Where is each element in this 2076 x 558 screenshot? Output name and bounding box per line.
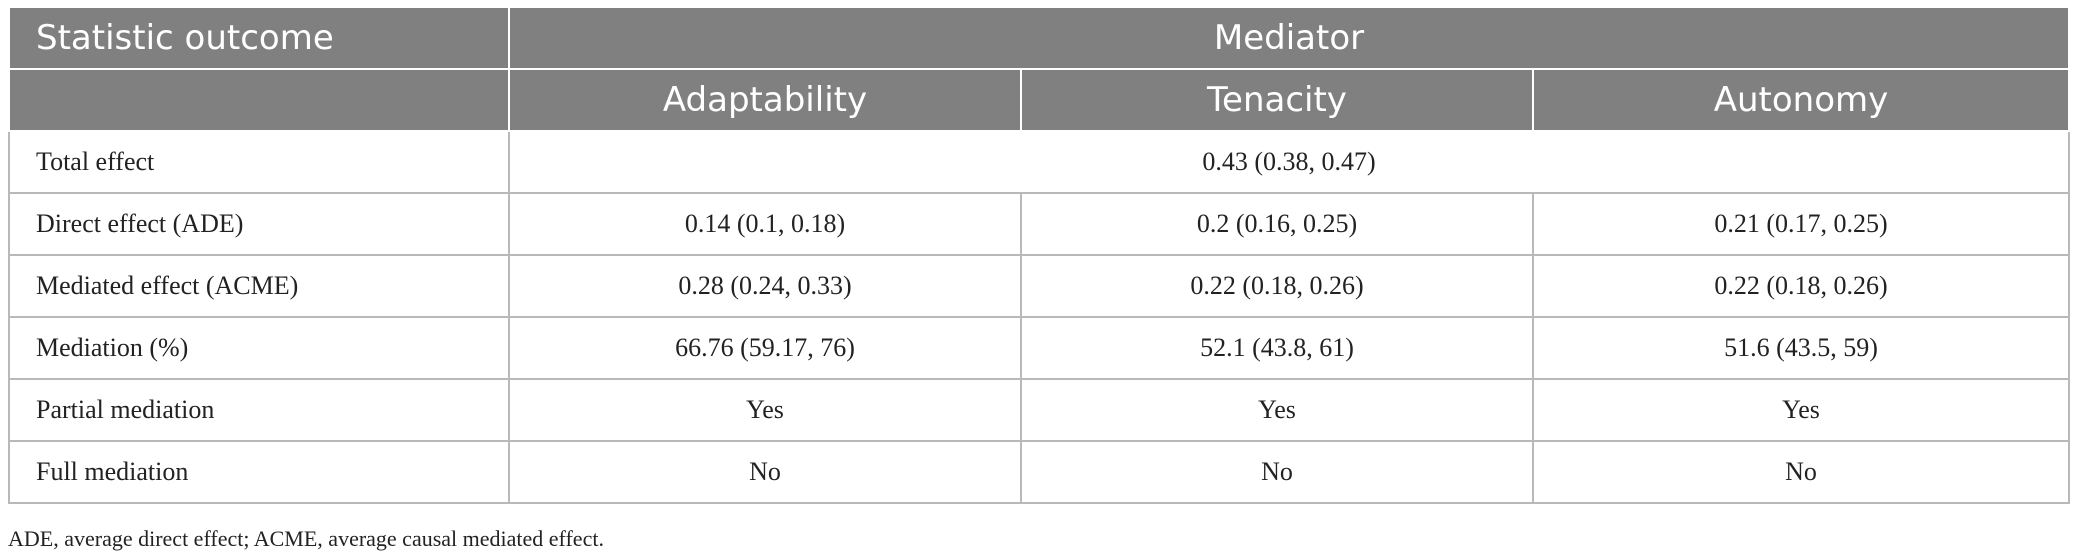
- header-statistic-outcome: Statistic outcome: [8, 6, 510, 70]
- cell-mediated-autonomy: 0.22 (0.18, 0.26): [1531, 254, 2071, 318]
- cell-direct-adaptability: 0.14 (0.1, 0.18): [508, 192, 1022, 256]
- cell-mediated-adaptability: 0.28 (0.24, 0.33): [508, 254, 1022, 318]
- header-autonomy: Autonomy: [1531, 68, 2071, 132]
- row-label-partial-mediation: Partial mediation: [8, 378, 510, 442]
- row-label-mediated-effect: Mediated effect (ACME): [8, 254, 510, 318]
- table-row-direct-effect: Direct effect (ADE) 0.14 (0.1, 0.18) 0.2…: [8, 192, 2071, 256]
- header-empty: [8, 68, 510, 132]
- table-row-partial-mediation: Partial mediation Yes Yes Yes: [8, 378, 2071, 442]
- header-adaptability: Adaptability: [508, 68, 1022, 132]
- table-row-total-effect: Total effect 0.43 (0.38, 0.47): [8, 130, 2071, 194]
- cell-partial-adaptability: Yes: [508, 378, 1022, 442]
- cell-full-tenacity: No: [1020, 440, 1534, 504]
- cell-full-adaptability: No: [508, 440, 1022, 504]
- table-row-full-mediation: Full mediation No No No: [8, 440, 2071, 504]
- row-label-direct-effect: Direct effect (ADE): [8, 192, 510, 256]
- cell-mediation-pct-tenacity: 52.1 (43.8, 61): [1020, 316, 1534, 380]
- cell-partial-autonomy: Yes: [1531, 378, 2071, 442]
- header-tenacity: Tenacity: [1020, 68, 1534, 132]
- cell-direct-autonomy: 0.21 (0.17, 0.25): [1531, 192, 2071, 256]
- mediation-table: Statistic outcome Mediator Adaptability …: [8, 6, 2071, 504]
- row-label-total-effect: Total effect: [8, 130, 510, 194]
- cell-mediated-tenacity: 0.22 (0.18, 0.26): [1020, 254, 1534, 318]
- row-label-full-mediation: Full mediation: [8, 440, 510, 504]
- cell-partial-tenacity: Yes: [1020, 378, 1534, 442]
- table-row-mediated-effect: Mediated effect (ACME) 0.28 (0.24, 0.33)…: [8, 254, 2071, 318]
- header-mediator: Mediator: [507, 6, 2071, 70]
- cell-full-autonomy: No: [1531, 440, 2071, 504]
- table-footnote: ADE, average direct effect; ACME, averag…: [8, 526, 604, 551]
- header-row-2: Adaptability Tenacity Autonomy: [8, 68, 2071, 132]
- cell-mediation-pct-adaptability: 66.76 (59.17, 76): [508, 316, 1022, 380]
- mediation-table-container: Statistic outcome Mediator Adaptability …: [8, 6, 2071, 504]
- header-row-1: Statistic outcome Mediator: [8, 6, 2071, 70]
- cell-direct-tenacity: 0.2 (0.16, 0.25): [1020, 192, 1534, 256]
- table-row-mediation-pct: Mediation (%) 66.76 (59.17, 76) 52.1 (43…: [8, 316, 2071, 380]
- cell-mediation-pct-autonomy: 51.6 (43.5, 59): [1531, 316, 2071, 380]
- cell-total-effect: 0.43 (0.38, 0.47): [507, 130, 2071, 194]
- row-label-mediation-pct: Mediation (%): [8, 316, 510, 380]
